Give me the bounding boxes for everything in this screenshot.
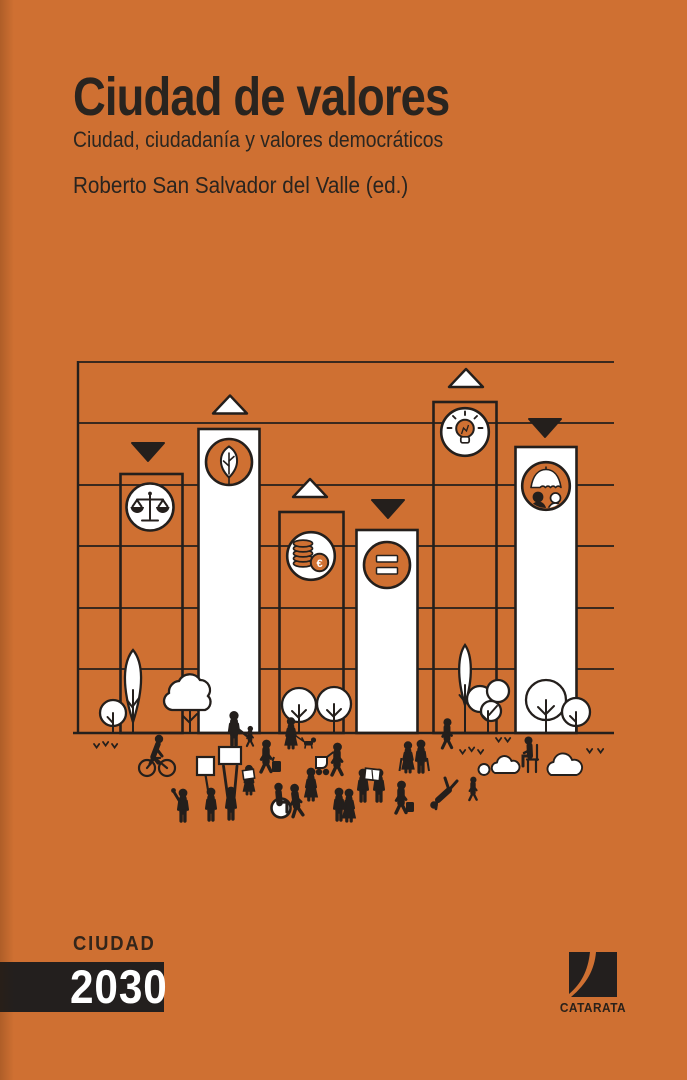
citizen-traveller — [261, 740, 271, 772]
series-band — [0, 962, 164, 1012]
stroller — [315, 751, 335, 776]
cloud-bush — [490, 755, 521, 774]
coins-euro-icon: € — [285, 530, 337, 582]
publisher-block: CATARATA — [557, 952, 629, 1015]
chart-frame — [76, 361, 614, 733]
citizen-cyclist — [137, 734, 177, 778]
title-block: Ciudad de valores — [73, 70, 521, 124]
tree — [315, 685, 353, 734]
raised-arms — [222, 764, 239, 801]
scales-of-justice-icon — [125, 482, 175, 532]
trend-down-triangle — [371, 499, 405, 519]
bush — [477, 763, 491, 776]
citizen-elderly — [402, 741, 414, 772]
citizen-traveller — [396, 781, 406, 813]
tree — [458, 642, 472, 734]
book — [241, 768, 256, 781]
series-label: CIUDAD — [73, 933, 156, 955]
holding-hands — [236, 727, 249, 738]
tree — [280, 686, 318, 734]
suitcase-handle — [271, 756, 275, 762]
catarata-waterfall-logo — [569, 952, 617, 997]
fist — [171, 788, 176, 793]
leash — [295, 735, 307, 744]
citizen-seated — [521, 736, 540, 774]
book-title: Ciudad de valores — [73, 67, 450, 127]
protest-sign — [195, 755, 216, 777]
map-fold — [371, 769, 374, 782]
grass-ticks — [93, 737, 605, 756]
euro-symbol: € — [316, 558, 322, 570]
series-year: 2030 — [70, 960, 168, 1013]
tree — [524, 678, 568, 734]
citizen-protester — [178, 789, 187, 821]
citizen-woman — [305, 768, 318, 800]
suitcase — [406, 802, 414, 812]
cane — [398, 757, 403, 772]
tree — [465, 678, 511, 734]
citizen — [343, 789, 356, 821]
citizens-crowd — [137, 711, 540, 821]
cloud-bush — [546, 752, 583, 776]
citizen-handstand-kid — [430, 776, 459, 811]
suitcase — [272, 761, 281, 772]
sign-stick — [204, 774, 210, 791]
tree — [98, 698, 128, 734]
citizen — [334, 788, 343, 820]
trend-up-triangle — [447, 367, 485, 389]
umbrella-people-icon — [520, 460, 572, 512]
protest-sign — [217, 745, 243, 766]
citizen-walker — [442, 718, 451, 748]
tree — [162, 673, 212, 734]
equality-icon — [362, 540, 412, 590]
trees — [98, 642, 592, 734]
tree — [560, 696, 592, 734]
cane — [426, 757, 430, 772]
trend-down-triangle — [131, 442, 165, 462]
citizen-stroller-pusher — [332, 743, 342, 775]
trend-up-triangle — [211, 394, 249, 415]
dog — [301, 737, 317, 749]
tree — [123, 648, 143, 734]
leaf-icon — [204, 437, 254, 487]
citizen-wheelchair-user — [270, 782, 292, 819]
trend-down-triangle — [528, 418, 562, 438]
publisher-name: CATARATA — [559, 1001, 627, 1015]
bar-chart-illustration: € — [73, 361, 614, 850]
lightbulb-icon — [439, 406, 491, 458]
citizen-elderly — [416, 740, 425, 772]
trend-up-triangle — [291, 477, 329, 499]
citizen-running-kid — [469, 777, 476, 800]
book-subtitle: Ciudad, ciudadanía y valores democrático… — [73, 127, 444, 152]
citizen-protester — [206, 788, 215, 820]
raised-arm — [172, 790, 182, 804]
clouds — [477, 752, 583, 776]
book-author: Roberto San Salvador del Valle (ed.) — [73, 172, 409, 198]
trend-triangles — [131, 367, 562, 519]
